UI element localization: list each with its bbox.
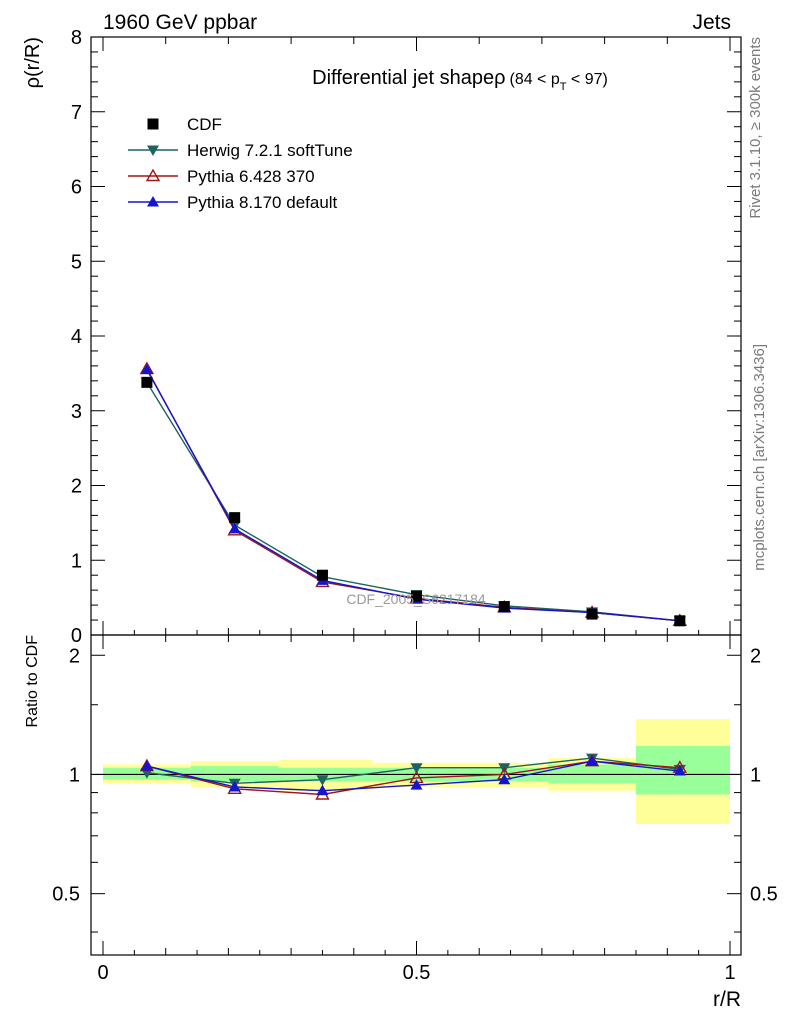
series-line bbox=[146, 368, 680, 622]
data-point bbox=[229, 512, 241, 524]
legend-label: CDF bbox=[187, 115, 222, 134]
y-tick-label: 8 bbox=[71, 27, 82, 49]
ratio-y-axis-label: Ratio to CDF bbox=[24, 635, 41, 728]
analysis-watermark: CDF_2005_S6217184 bbox=[346, 591, 486, 607]
y-tick-label: 3 bbox=[71, 401, 82, 423]
legend-label: Pythia 8.170 default bbox=[187, 193, 338, 212]
y-axis-label: ρ(r/R) bbox=[22, 37, 44, 88]
ratio-y-tick-label-right: 1 bbox=[750, 764, 761, 786]
legend-label: Pythia 6.428 370 bbox=[187, 167, 315, 186]
data-point bbox=[140, 363, 153, 375]
title-subscript: T bbox=[560, 81, 567, 93]
ratio-data-point bbox=[140, 760, 153, 771]
y-tick-label: 4 bbox=[71, 326, 82, 348]
ratio-data-point bbox=[673, 765, 686, 776]
data-point bbox=[411, 590, 422, 602]
ratio-data-point bbox=[316, 784, 329, 796]
data-point bbox=[674, 615, 686, 627]
ratio-data-point bbox=[410, 763, 423, 774]
title-range: (84 < p bbox=[509, 71, 559, 88]
ratio-data-point bbox=[410, 779, 423, 790]
legend: CDF Herwig 7.2.1 softTune Pythia 6.428 370… bbox=[128, 115, 353, 212]
rivet-label: Rivet 3.1.10, ≥ 300k events bbox=[747, 37, 764, 219]
y-tick-label: 6 bbox=[71, 177, 82, 199]
x-axis-label: r/R bbox=[713, 988, 741, 1011]
legend-marker bbox=[145, 168, 161, 182]
data-point bbox=[498, 601, 510, 613]
ratio-y-tick-label: 1 bbox=[69, 764, 80, 786]
ratio-data-point bbox=[498, 773, 511, 785]
plot-title: Differential jet shapeρ (84 < pT < 97) bbox=[312, 67, 608, 93]
y-tick-label: 5 bbox=[71, 251, 82, 273]
legend-marker bbox=[147, 118, 159, 130]
x-tick-label: 0 bbox=[97, 962, 108, 984]
series-line bbox=[146, 369, 680, 622]
y-tick-label: 0 bbox=[71, 625, 82, 647]
mcplots-label: mcplots.cern.ch [arXiv:1306.3436] bbox=[751, 344, 768, 571]
ratio-panel: 0 0.5 1 0.5 0.5 1 1 2 2 bbox=[52, 634, 778, 984]
data-point bbox=[141, 376, 153, 388]
title-main: Differential jet shapeρ bbox=[312, 67, 505, 89]
data-point bbox=[228, 522, 241, 534]
legend-marker bbox=[147, 145, 159, 156]
beam-label: 1960 GeV ppbar bbox=[103, 11, 257, 34]
y-tick-label: 1 bbox=[71, 550, 82, 572]
data-point bbox=[586, 608, 598, 620]
main-panel: 0 1 2 3 4 5 6 7 8 bbox=[71, 27, 742, 647]
ratio-y-tick-label: 2 bbox=[69, 645, 80, 667]
ratio-data-point bbox=[316, 775, 329, 786]
band-green bbox=[190, 766, 279, 782]
ratio-data-point bbox=[586, 755, 599, 766]
x-tick-label: 0.5 bbox=[403, 962, 431, 984]
band-green bbox=[635, 745, 730, 795]
process-label: Jets bbox=[692, 11, 731, 34]
y-tick-label: 2 bbox=[71, 476, 82, 498]
ratio-y-tick-label-right: 2 bbox=[750, 645, 761, 667]
ratio-y-tick-label: 0.5 bbox=[52, 884, 80, 906]
ratio-data-point bbox=[228, 780, 241, 792]
title-range-end: < 97) bbox=[566, 71, 607, 88]
y-tick-label: 7 bbox=[71, 102, 82, 124]
legend-label: Herwig 7.2.1 softTune bbox=[187, 141, 353, 160]
data-point bbox=[316, 569, 328, 581]
ratio-y-tick-label-right: 0.5 bbox=[750, 884, 778, 906]
series-line bbox=[146, 381, 680, 622]
x-tick-label: 1 bbox=[724, 962, 735, 984]
legend-marker bbox=[147, 196, 159, 207]
